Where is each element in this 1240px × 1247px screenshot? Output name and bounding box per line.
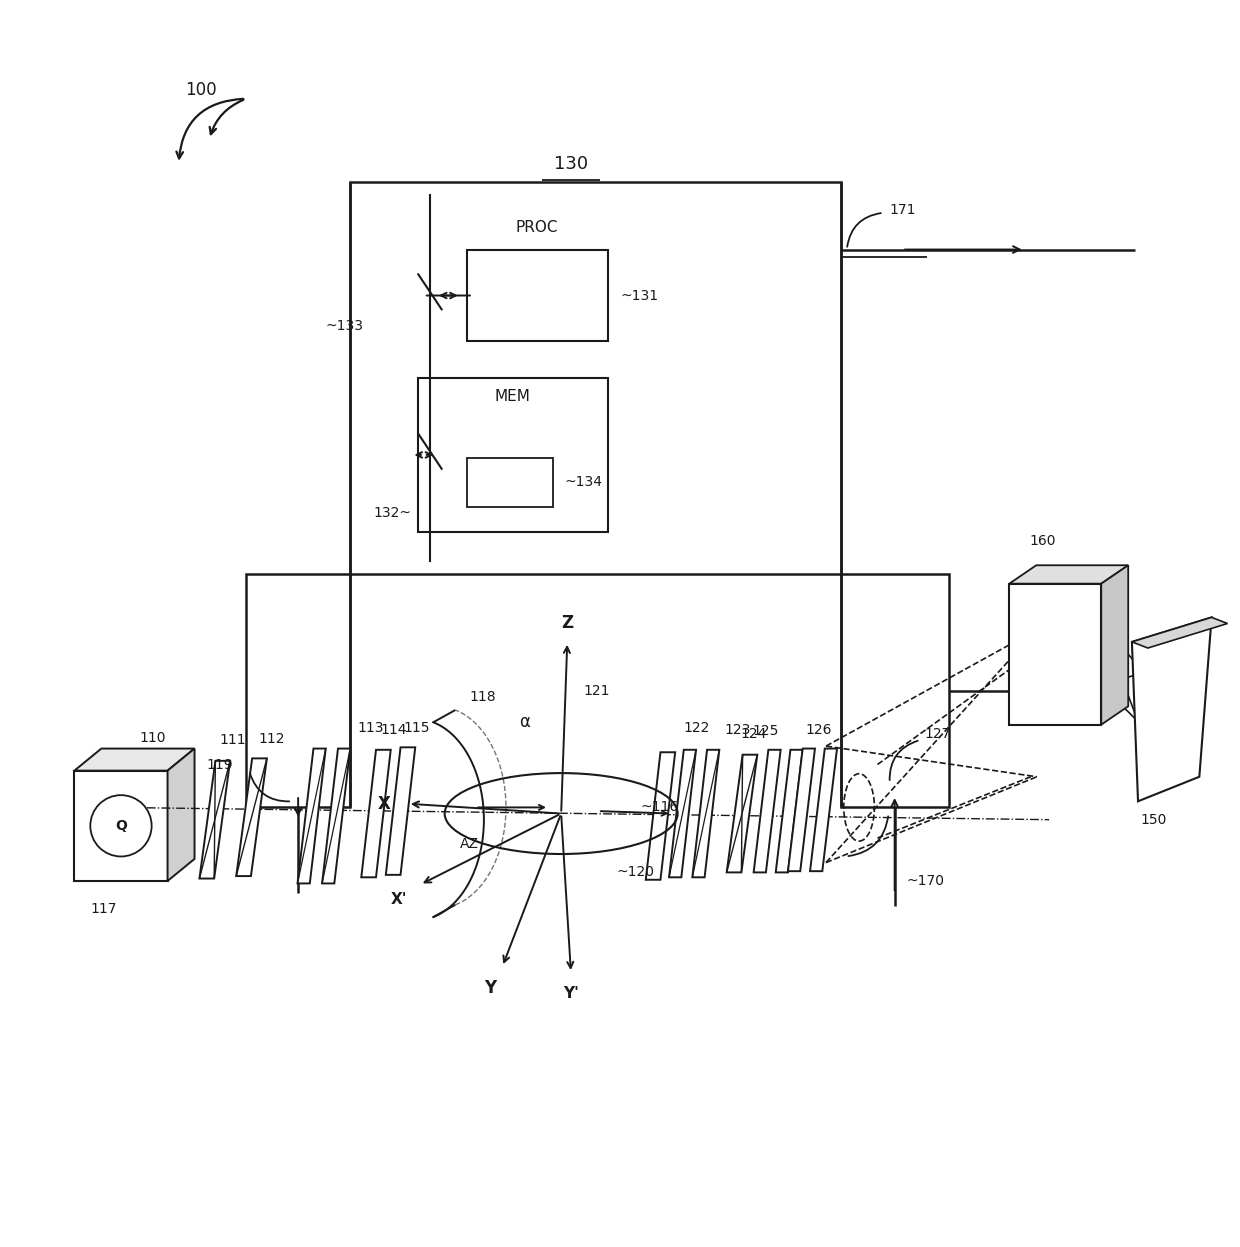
- Text: 100: 100: [185, 81, 216, 100]
- Polygon shape: [1009, 584, 1101, 725]
- Polygon shape: [361, 749, 391, 878]
- Text: ~120: ~120: [616, 865, 655, 879]
- Text: 171: 171: [890, 203, 916, 217]
- Circle shape: [91, 796, 151, 857]
- Bar: [841, 575, 949, 807]
- Bar: [466, 458, 553, 508]
- Bar: [74, 771, 167, 880]
- Text: 132~: 132~: [373, 506, 412, 520]
- Text: ~116: ~116: [641, 801, 680, 814]
- Text: 115: 115: [403, 721, 429, 734]
- Text: α: α: [518, 712, 529, 731]
- Text: 119: 119: [206, 757, 233, 772]
- Text: Q: Q: [115, 819, 126, 833]
- Polygon shape: [74, 748, 195, 771]
- Text: ~170: ~170: [906, 874, 945, 888]
- Polygon shape: [167, 748, 195, 880]
- Polygon shape: [754, 749, 781, 873]
- Text: Y: Y: [484, 979, 496, 996]
- Text: MEM: MEM: [495, 389, 531, 404]
- Text: Y': Y': [563, 986, 579, 1001]
- Text: 127: 127: [924, 727, 950, 741]
- Bar: [418, 378, 608, 531]
- Polygon shape: [237, 758, 267, 877]
- Polygon shape: [787, 748, 815, 872]
- Polygon shape: [200, 761, 231, 879]
- Text: 121: 121: [583, 683, 610, 698]
- Polygon shape: [386, 747, 415, 875]
- Polygon shape: [1132, 617, 1228, 648]
- Text: 125: 125: [753, 725, 779, 738]
- Text: 123: 123: [724, 723, 750, 737]
- Text: X': X': [391, 892, 408, 907]
- Polygon shape: [776, 749, 802, 873]
- Bar: [466, 249, 608, 342]
- Text: 122: 122: [683, 721, 711, 734]
- Text: Z: Z: [562, 615, 573, 632]
- Text: 150: 150: [1140, 813, 1167, 827]
- Text: AZ: AZ: [460, 837, 479, 852]
- Bar: [246, 575, 350, 807]
- Text: 110: 110: [139, 731, 166, 744]
- Text: ~131: ~131: [620, 288, 658, 303]
- Text: 118: 118: [469, 690, 496, 705]
- Bar: [350, 182, 841, 575]
- Text: 160: 160: [1029, 534, 1056, 547]
- Text: ~133: ~133: [326, 319, 363, 333]
- Text: 117: 117: [91, 902, 117, 917]
- Text: 130: 130: [554, 155, 588, 172]
- Polygon shape: [727, 754, 758, 873]
- Text: 114: 114: [381, 723, 408, 737]
- Text: PROC: PROC: [516, 219, 558, 234]
- Text: 112: 112: [258, 732, 285, 746]
- Polygon shape: [692, 749, 719, 878]
- Polygon shape: [1132, 617, 1211, 802]
- Text: ~134: ~134: [565, 475, 603, 490]
- Text: 126: 126: [805, 723, 832, 737]
- Polygon shape: [1009, 565, 1128, 584]
- Polygon shape: [670, 749, 696, 878]
- Text: 124: 124: [740, 727, 766, 741]
- Text: X: X: [378, 794, 391, 813]
- Polygon shape: [1101, 565, 1128, 725]
- Text: 113: 113: [357, 721, 384, 734]
- Text: 111: 111: [219, 733, 246, 747]
- Polygon shape: [298, 748, 326, 883]
- Bar: [1028, 635, 1083, 681]
- Polygon shape: [646, 752, 675, 879]
- Polygon shape: [322, 748, 350, 883]
- Polygon shape: [810, 748, 837, 872]
